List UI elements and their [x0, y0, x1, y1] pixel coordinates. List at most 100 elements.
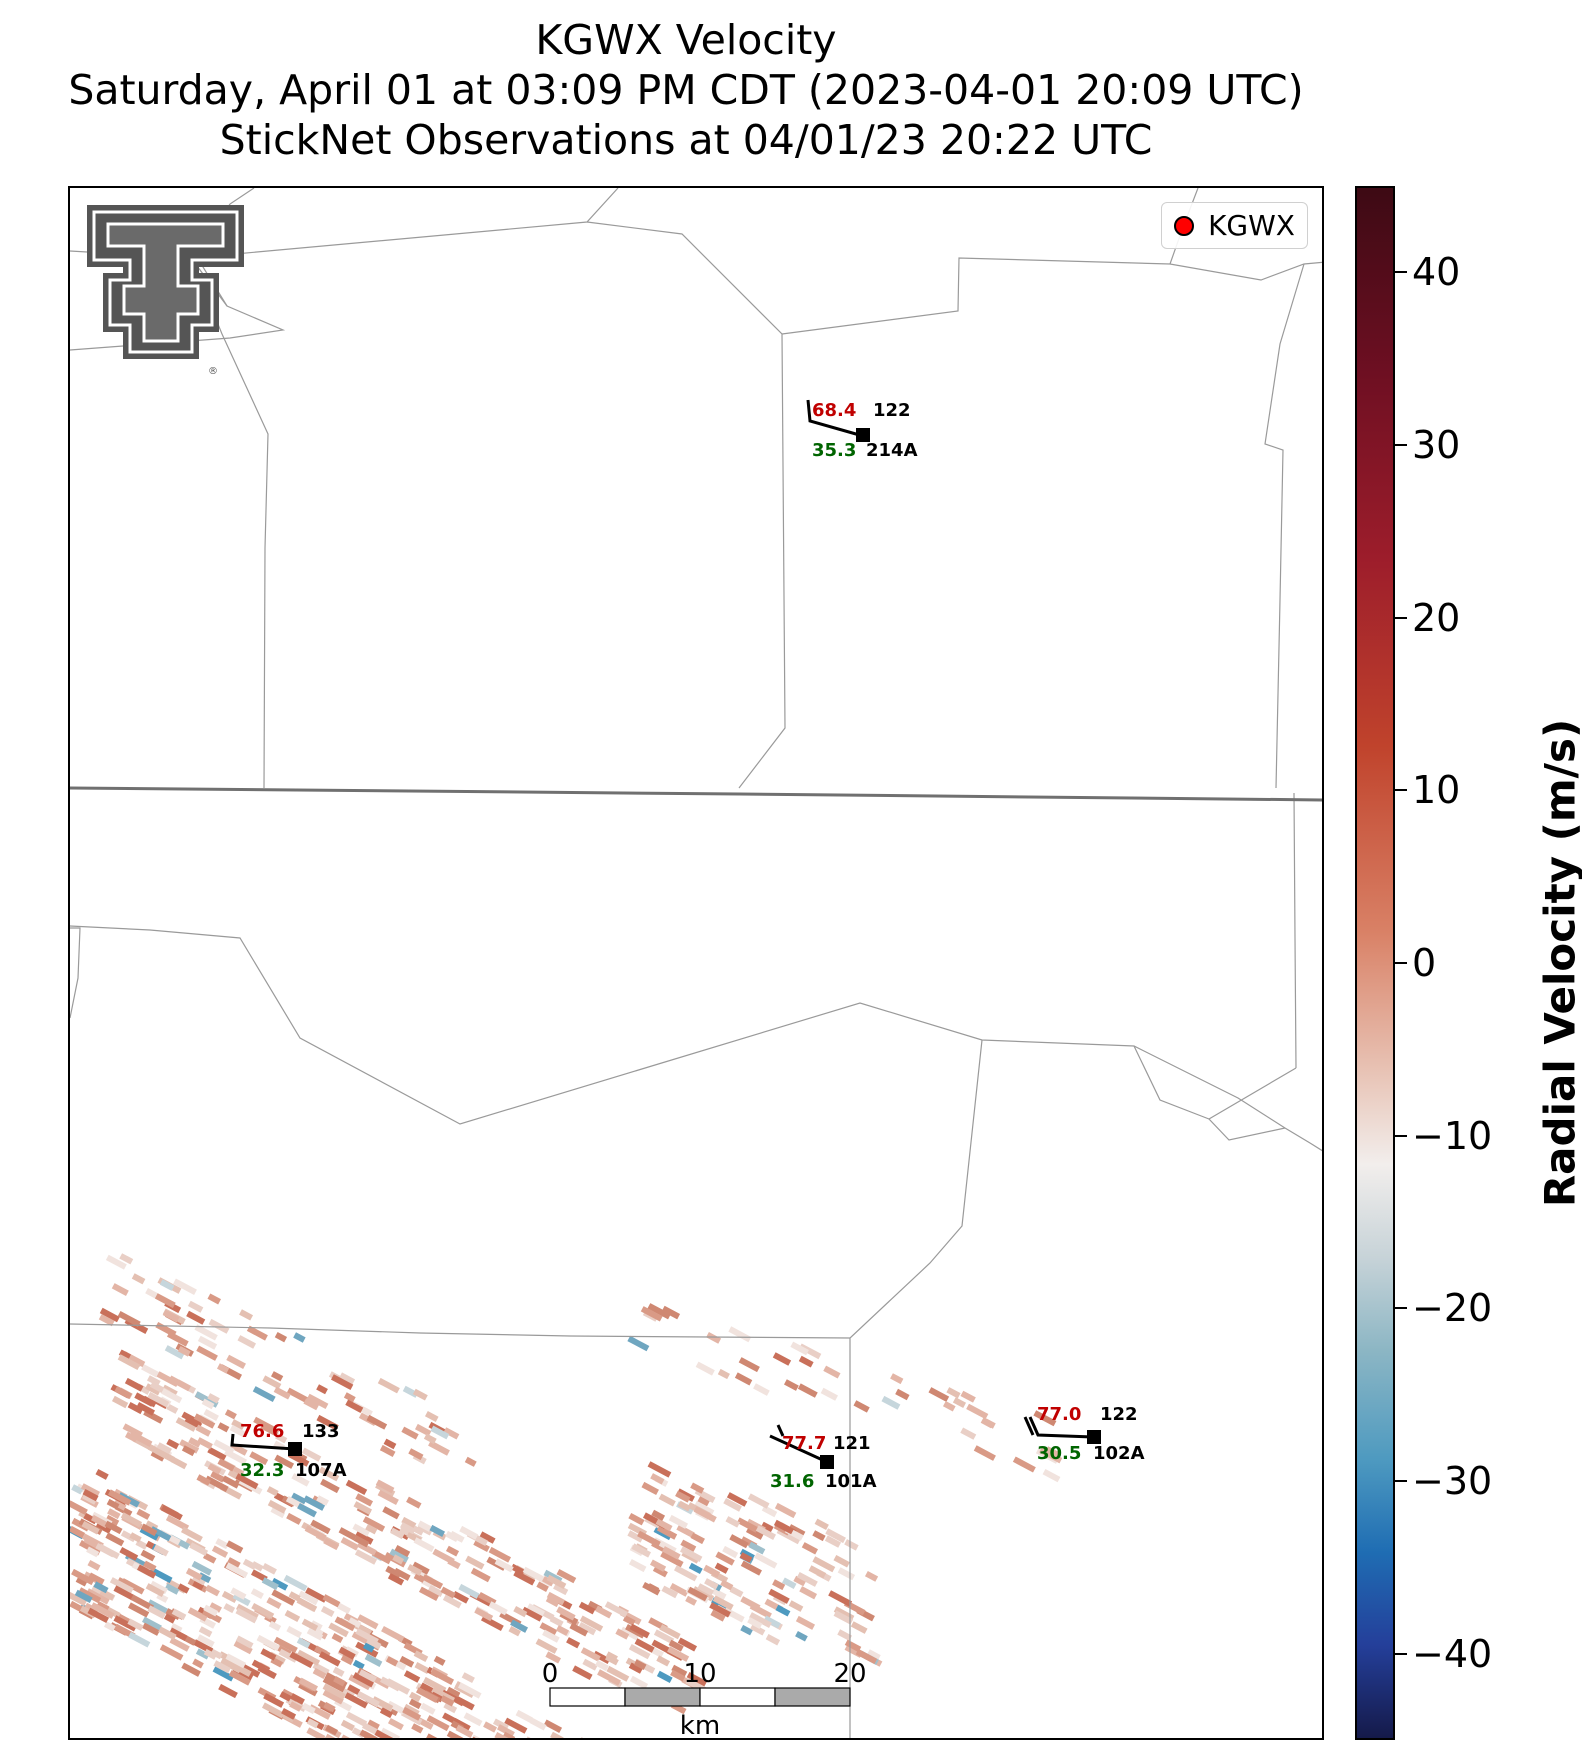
velocity-gate — [221, 1590, 238, 1604]
velocity-gate — [546, 1574, 567, 1590]
velocity-gate — [740, 1596, 761, 1611]
map-panel[interactable]: ® 0 10 20 km — [68, 186, 1324, 1740]
velocity-gate — [546, 1591, 566, 1606]
velocity-gate — [656, 1670, 673, 1683]
station-marker-102A — [1087, 1430, 1101, 1444]
velocity-gate — [140, 1523, 158, 1537]
velocity-gate — [428, 1440, 450, 1456]
velocity-gate — [82, 1489, 99, 1502]
velocity-gate — [833, 1610, 854, 1625]
velocity-gate — [631, 1543, 651, 1558]
station-marker-107A — [288, 1442, 302, 1456]
velocity-gate — [1042, 1469, 1061, 1483]
velocity-gate — [697, 1495, 710, 1507]
velocity-gate — [196, 1474, 211, 1486]
velocity-gate — [647, 1303, 671, 1320]
velocity-gate — [669, 1583, 689, 1597]
velocity-gate — [679, 1546, 703, 1563]
velocity-gate — [670, 1669, 686, 1682]
velocity-gate — [298, 1590, 319, 1606]
velocity-gate — [191, 1560, 213, 1576]
velocity-gate — [180, 1526, 203, 1543]
scale-bar-ticks: 0 10 20 km — [542, 1659, 867, 1738]
velocity-gate — [408, 1691, 422, 1703]
velocity-gate — [628, 1513, 645, 1526]
velocity-gate — [235, 1473, 259, 1490]
velocity-gate — [286, 1512, 302, 1525]
velocity-gate — [107, 1489, 132, 1506]
velocity-gate — [722, 1545, 739, 1559]
velocity-gate — [650, 1473, 665, 1485]
colorbar-tick — [1393, 1307, 1407, 1310]
velocity-gate — [146, 1375, 161, 1387]
velocity-gate — [539, 1622, 558, 1636]
velocity-gate — [353, 1535, 370, 1548]
station-101A-dir: 121 — [833, 1433, 871, 1454]
velocity-gate — [671, 1664, 688, 1678]
velocity-gate — [634, 1638, 655, 1653]
velocity-gate — [455, 1724, 474, 1738]
velocity-gate — [141, 1622, 160, 1636]
velocity-gate — [685, 1595, 698, 1606]
velocity-gate — [412, 1525, 425, 1536]
legend-label: KGWX — [1208, 209, 1295, 242]
velocity-gate — [362, 1516, 386, 1532]
velocity-gate — [105, 1514, 120, 1527]
velocity-gate — [488, 1546, 512, 1563]
scale-tick-20: 20 — [833, 1659, 866, 1689]
velocity-gate — [415, 1687, 439, 1703]
velocity-gate — [304, 1525, 327, 1541]
velocity-gate — [235, 1635, 254, 1649]
velocity-gate — [340, 1734, 359, 1738]
velocity-gate — [213, 1439, 235, 1455]
velocity-gate — [246, 1325, 268, 1341]
velocity-gate — [693, 1506, 717, 1523]
velocity-gate — [960, 1390, 976, 1403]
velocity-gate — [793, 1575, 807, 1587]
velocity-gate — [747, 1617, 763, 1629]
velocity-gate — [686, 1672, 708, 1687]
velocity-gate — [592, 1650, 611, 1664]
velocity-gate — [231, 1419, 245, 1431]
velocity-gate — [98, 1314, 115, 1327]
velocity-gate — [377, 1377, 400, 1394]
velocity-gate — [445, 1530, 459, 1542]
velocity-gate — [408, 1448, 424, 1461]
velocity-gate — [773, 1519, 794, 1535]
velocity-gate — [652, 1565, 668, 1578]
colorbar-tick — [1393, 789, 1407, 792]
velocity-gate — [301, 1618, 319, 1632]
velocity-gate — [136, 1508, 151, 1520]
velocity-gate — [946, 1387, 961, 1399]
velocity-gate — [545, 1596, 560, 1608]
velocity-gate — [668, 1514, 689, 1529]
velocity-gate — [734, 1372, 753, 1386]
velocity-gate — [352, 1672, 375, 1688]
velocity-gate — [207, 1446, 227, 1461]
velocity-gate — [667, 1646, 690, 1662]
velocity-gate — [320, 1605, 335, 1617]
velocity-gate — [710, 1609, 726, 1622]
velocity-gate — [605, 1651, 618, 1662]
velocity-gate — [332, 1666, 345, 1677]
velocity-gate — [649, 1559, 667, 1572]
colorbar-tick — [1393, 444, 1407, 446]
station-102A-id: 102A — [1093, 1443, 1145, 1464]
velocity-gate — [640, 1306, 663, 1322]
velocity-gate — [279, 1691, 292, 1702]
velocity-gate — [86, 1546, 100, 1558]
velocity-gate — [340, 1719, 355, 1732]
velocity-gate — [377, 1489, 399, 1506]
colorbar-tick-label: 0 — [1412, 941, 1437, 985]
velocity-gate — [417, 1520, 432, 1532]
velocity-gate — [788, 1600, 804, 1612]
velocity-gate — [814, 1518, 829, 1531]
velocity-gate — [128, 1631, 151, 1648]
velocity-gate — [542, 1629, 560, 1643]
velocity-gate — [260, 1648, 277, 1661]
velocity-gate — [119, 1253, 134, 1265]
velocity-gate — [661, 1585, 679, 1599]
velocity-gate — [555, 1625, 570, 1636]
velocity-gate — [318, 1466, 340, 1482]
velocity-gate — [266, 1486, 279, 1497]
